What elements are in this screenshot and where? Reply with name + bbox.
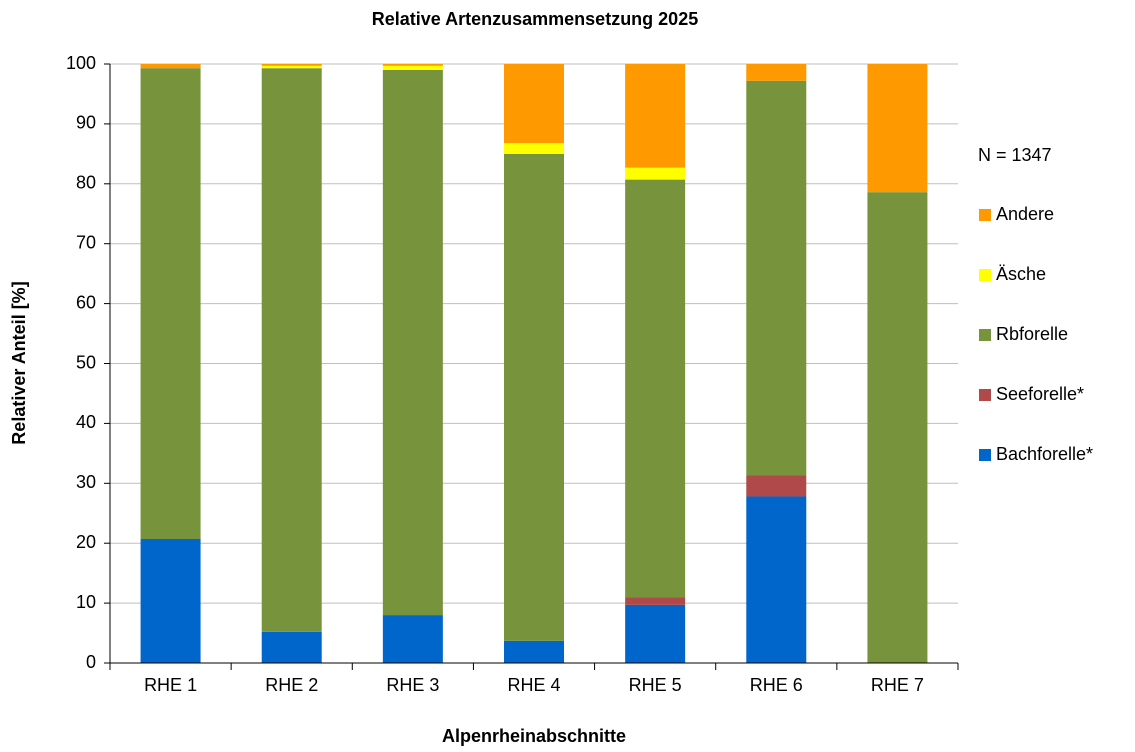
bar-segment bbox=[261, 65, 322, 69]
bar-segment bbox=[625, 167, 686, 180]
bar-segment bbox=[746, 80, 807, 476]
legend-label: Äsche bbox=[996, 264, 1046, 284]
legend-label: Seeforelle* bbox=[996, 384, 1084, 404]
bar-segment bbox=[140, 539, 201, 663]
x-tick-label: RHE 1 bbox=[144, 675, 197, 695]
bar-segment bbox=[504, 64, 564, 144]
y-tick-label: 30 bbox=[76, 472, 96, 492]
bar-segment bbox=[382, 65, 443, 70]
y-tick-label: 60 bbox=[76, 292, 96, 312]
y-tick-label: 10 bbox=[76, 592, 96, 612]
x-axis-label: Alpenrheinabschnitte bbox=[442, 726, 626, 746]
y-tick-label: 20 bbox=[76, 532, 96, 552]
legend-swatch bbox=[979, 269, 991, 281]
y-tick-label: 50 bbox=[76, 352, 96, 372]
bar-segment bbox=[746, 64, 807, 81]
x-tick-label: RHE 3 bbox=[386, 675, 439, 695]
legend-swatch bbox=[979, 209, 991, 221]
y-tick-label: 40 bbox=[76, 412, 96, 432]
y-tick-label: 90 bbox=[76, 113, 96, 133]
bar-segment bbox=[261, 64, 322, 66]
y-tick-label: 100 bbox=[66, 53, 96, 73]
bar-segment bbox=[261, 631, 322, 663]
legend-label: Bachforelle* bbox=[996, 444, 1093, 464]
chart-title: Relative Artenzusammensetzung 2025 bbox=[372, 9, 698, 29]
bar-segment bbox=[382, 64, 443, 66]
legend-swatch bbox=[979, 449, 991, 461]
x-tick-label: RHE 4 bbox=[507, 675, 560, 695]
bar-segment bbox=[504, 153, 564, 641]
bar-segment bbox=[625, 179, 686, 598]
x-tick-label: RHE 2 bbox=[265, 675, 318, 695]
bar-segment bbox=[504, 640, 564, 663]
bar-segment bbox=[261, 68, 322, 632]
bar-segment bbox=[140, 64, 201, 69]
bar-segment bbox=[625, 604, 686, 663]
x-tick-label: RHE 5 bbox=[629, 675, 682, 695]
bar-segment bbox=[382, 615, 443, 663]
bar-segment bbox=[867, 64, 928, 193]
bar-segment bbox=[625, 597, 686, 605]
y-axis-label: Relativer Anteil [%] bbox=[9, 281, 29, 444]
legend-swatch bbox=[979, 389, 991, 401]
x-tick-label: RHE 7 bbox=[871, 675, 924, 695]
annotation: N = 1347 bbox=[978, 145, 1052, 165]
bar-segment bbox=[867, 192, 928, 663]
legend-label: Rbforelle bbox=[996, 324, 1068, 344]
y-tick-label: 0 bbox=[86, 652, 96, 672]
x-tick-label: RHE 6 bbox=[750, 675, 803, 695]
y-tick-label: 80 bbox=[76, 173, 96, 193]
bar-segment bbox=[140, 68, 201, 540]
legend-swatch bbox=[979, 329, 991, 341]
bar-segment bbox=[746, 496, 807, 663]
bar-segment bbox=[382, 69, 443, 616]
y-tick-label: 70 bbox=[76, 232, 96, 252]
bar-segment bbox=[746, 475, 807, 497]
bar-segment bbox=[504, 143, 564, 154]
bar-segment bbox=[625, 64, 686, 168]
legend-label: Andere bbox=[996, 204, 1054, 224]
